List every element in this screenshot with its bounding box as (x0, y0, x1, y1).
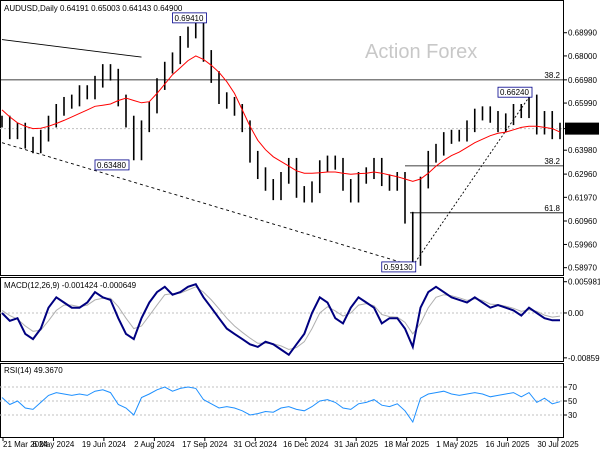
trendline (1, 39, 142, 58)
macd-line (1, 282, 560, 357)
price-tick-label: 0.59960 (568, 240, 597, 249)
price-tick-label: 0.66980 (568, 76, 597, 85)
rsi-tick-label: 50 (568, 397, 577, 406)
moving-average-line (1, 55, 561, 182)
price-tick-label: 0.68000 (568, 52, 597, 61)
watermark: Action Forex (365, 41, 477, 63)
price-tick-label: 0.64900 (568, 125, 597, 134)
price-tick-label: 0.62960 (568, 170, 597, 179)
x-tick-label: 17 Sep 2024 (182, 440, 228, 449)
x-tick-label: 16 Dec 2024 (283, 440, 329, 449)
macd-signal-line (1, 286, 561, 351)
x-tick-label: 31 Oct 2024 (233, 440, 277, 449)
x-tick-label: 1 May 2025 (436, 440, 478, 449)
price-tick-label: 0.65990 (568, 99, 597, 108)
grid-layer (0, 32, 567, 441)
x-tick-label: 6 May 2024 (33, 440, 75, 449)
x-tick-label: 19 Jun 2024 (82, 440, 127, 449)
rsi-line (1, 386, 561, 424)
x-tick-label: 21 Mar 2024 (3, 440, 48, 449)
label-layer: 0.68990 0.68000 0.66980 0.65990 0.64900 0.639… (3, 12, 600, 449)
price-level-label: 0.66240 (500, 88, 529, 97)
fib-level-label: 38.2 (544, 71, 560, 80)
chart-title: AUDUSD,Daily 0.64191 0.65003 0.64143 0.6… (4, 4, 183, 13)
rsi-tick-label: 70 (568, 383, 577, 392)
price-panel-frame (0, 0, 564, 276)
line-layer (0, 39, 563, 267)
trendline (412, 96, 530, 267)
price-tick-label: 0.60960 (568, 217, 597, 226)
price-tick-label: 0.68990 (568, 29, 597, 38)
price-tick-label: 0.58970 (568, 264, 597, 273)
fib-level-label: 38.2 (544, 157, 560, 166)
price-level-label: 0.59130 (384, 263, 413, 272)
fib-level-label: 61.8 (544, 204, 560, 213)
x-tick-label: 30 Jul 2025 (537, 440, 579, 449)
price-tick-label: 0.63980 (568, 146, 597, 155)
macd-panel-frame (0, 277, 564, 362)
trendline (1, 142, 413, 267)
price-level-box (497, 86, 533, 98)
price-level-label: 0.63480 (97, 161, 126, 170)
current-price-box (565, 122, 599, 135)
x-tick-label: 16 Jun 2025 (486, 440, 531, 449)
macd-tick-label: -0.00859 (568, 354, 600, 363)
x-tick-label: 2 Aug 2024 (134, 440, 175, 449)
price-level-box (94, 159, 130, 171)
price-level-label: 0.69410 (175, 14, 204, 23)
macd-tick-label: 0.005981 (568, 278, 600, 287)
x-tick-label: 18 Mar 2025 (384, 440, 429, 449)
price-level-box (172, 12, 207, 24)
macd-tick-label: 0.00 (568, 309, 584, 318)
series-layer (1, 19, 561, 424)
rsi-tick-label: 30 (568, 411, 577, 420)
x-tick-label: 31 Jan 2025 (334, 440, 379, 449)
rsi-label: RSI(14) 49.3670 (4, 366, 63, 375)
price-tick-label: 0.61970 (568, 193, 597, 202)
price-level-box (381, 261, 417, 273)
macd-label: MACD(12,26,9) -0.001424 -0.000649 (4, 281, 137, 290)
